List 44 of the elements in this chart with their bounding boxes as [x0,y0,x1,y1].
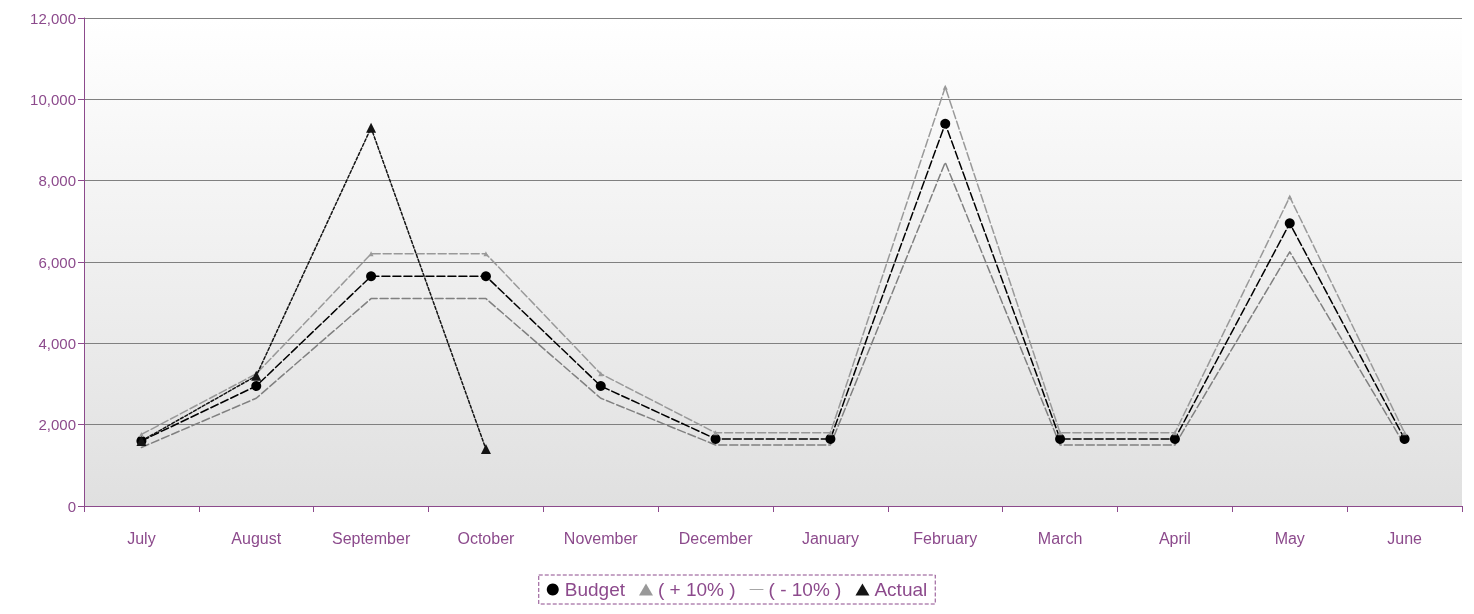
x-tick-label: July [127,529,156,547]
point [251,381,262,392]
point [595,381,606,392]
x-tick-label: October [457,529,516,547]
x-tick-label: February [913,529,978,547]
x-tick-label: April [1158,529,1191,547]
y-tick-label: 4,000 [38,334,76,352]
point [827,430,833,436]
y-tick-label: 10,000 [30,90,76,108]
point [940,118,951,129]
point [366,122,377,133]
y-tick-label: 12,000 [30,9,76,27]
point [825,433,836,444]
point [1399,433,1410,444]
point [480,444,491,455]
point [1169,433,1180,444]
y-tick-label: 0 [67,497,76,515]
x-tick-label: November [563,529,639,547]
legend-label: ( + 10% ) [657,579,736,600]
legend-label: ( - 10% ) [768,579,842,600]
x-tick-label: August [231,529,282,547]
point [1284,218,1295,229]
point [480,271,491,282]
legend-label: Budget [564,579,626,600]
point [1172,430,1178,436]
y-tick-label: 8,000 [38,172,76,190]
point [1055,433,1066,444]
x-tick-label: June [1387,529,1423,547]
point [1402,430,1408,436]
point [710,433,721,444]
y-tick-label: 6,000 [38,253,76,271]
point [366,271,377,282]
x-tick-label: May [1274,529,1305,547]
point [713,430,719,436]
x-tick-label: March [1037,529,1083,547]
point [942,84,948,90]
x-tick-label: December [678,529,754,547]
x-tick-label: January [801,529,859,547]
y-tick-label: 2,000 [38,416,76,434]
x-tick-label: September [331,529,411,547]
point [251,370,262,381]
point [1057,430,1063,436]
point [138,431,144,437]
legend-label: Actual [874,579,928,600]
